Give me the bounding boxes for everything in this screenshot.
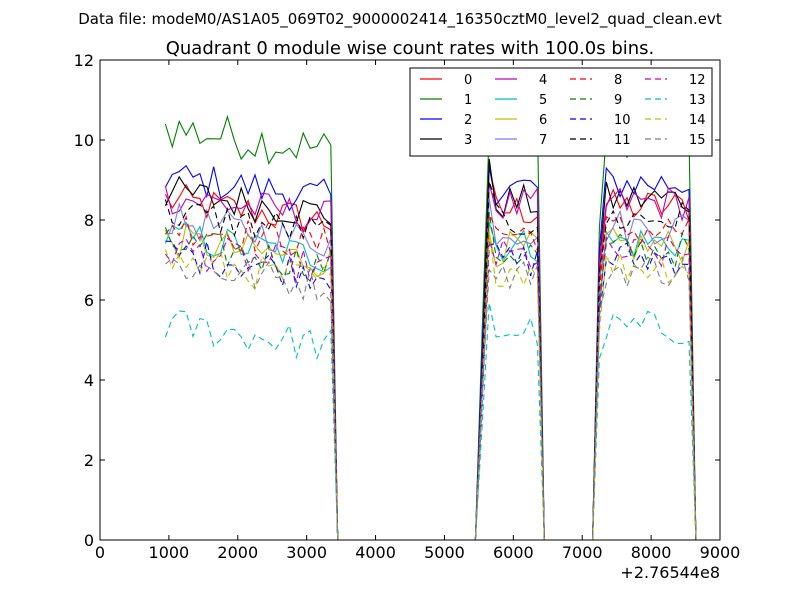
legend-label-9: 9 — [614, 93, 622, 108]
y-tick-label: 2 — [84, 451, 94, 470]
figure-suptitle: Data file: modeM0/AS1A05_069T02_90000024… — [78, 10, 722, 29]
legend-label-13: 13 — [689, 93, 706, 108]
legend-label-5: 5 — [539, 93, 547, 108]
legend-label-6: 6 — [539, 113, 547, 128]
legend-label-7: 7 — [539, 133, 547, 148]
legend-label-10: 10 — [614, 113, 631, 128]
series-line-11 — [164, 181, 697, 541]
x-tick-label: 4000 — [355, 543, 396, 562]
x-tick-label: 1000 — [149, 543, 190, 562]
y-tick-label: 6 — [84, 291, 94, 310]
legend-box — [409, 67, 713, 157]
legend-label-1: 1 — [464, 93, 472, 108]
y-tick-label: 4 — [84, 371, 94, 390]
y-tick-label: 0 — [84, 531, 94, 550]
legend-label-11: 11 — [614, 133, 631, 148]
legend-label-4: 4 — [539, 73, 547, 88]
ticks-layer: 0 1000 2000 3000 4000 5000 6000 7000 8000 9000 0 2 4… — [74, 51, 741, 562]
x-tick-label: 9000 — [700, 543, 741, 562]
legend-label-14: 14 — [689, 113, 706, 128]
x-tick-label: 8000 — [631, 543, 672, 562]
x-tick-label: 0 — [95, 543, 105, 562]
legend-label-2: 2 — [464, 113, 472, 128]
y-tick-label: 8 — [84, 211, 94, 230]
x-offset-label: +2.76544e8 — [620, 563, 720, 582]
series-line-13 — [164, 302, 697, 541]
legend-label-0: 0 — [464, 73, 472, 88]
x-tick-label: 2000 — [217, 543, 258, 562]
legend-label-8: 8 — [614, 73, 622, 88]
x-tick-label: 6000 — [493, 543, 534, 562]
legend-label-3: 3 — [464, 133, 472, 148]
y-tick-label: 12 — [74, 51, 94, 70]
x-tick-label: 7000 — [562, 543, 603, 562]
legend-label-12: 12 — [689, 73, 706, 88]
series-line-8 — [164, 212, 697, 541]
x-tick-label: 3000 — [286, 543, 327, 562]
x-tick-label: 5000 — [424, 543, 465, 562]
chart-title: Quadrant 0 module wise count rates with … — [166, 38, 655, 59]
y-tick-label: 10 — [74, 131, 94, 150]
legend-label-15: 15 — [689, 133, 706, 148]
